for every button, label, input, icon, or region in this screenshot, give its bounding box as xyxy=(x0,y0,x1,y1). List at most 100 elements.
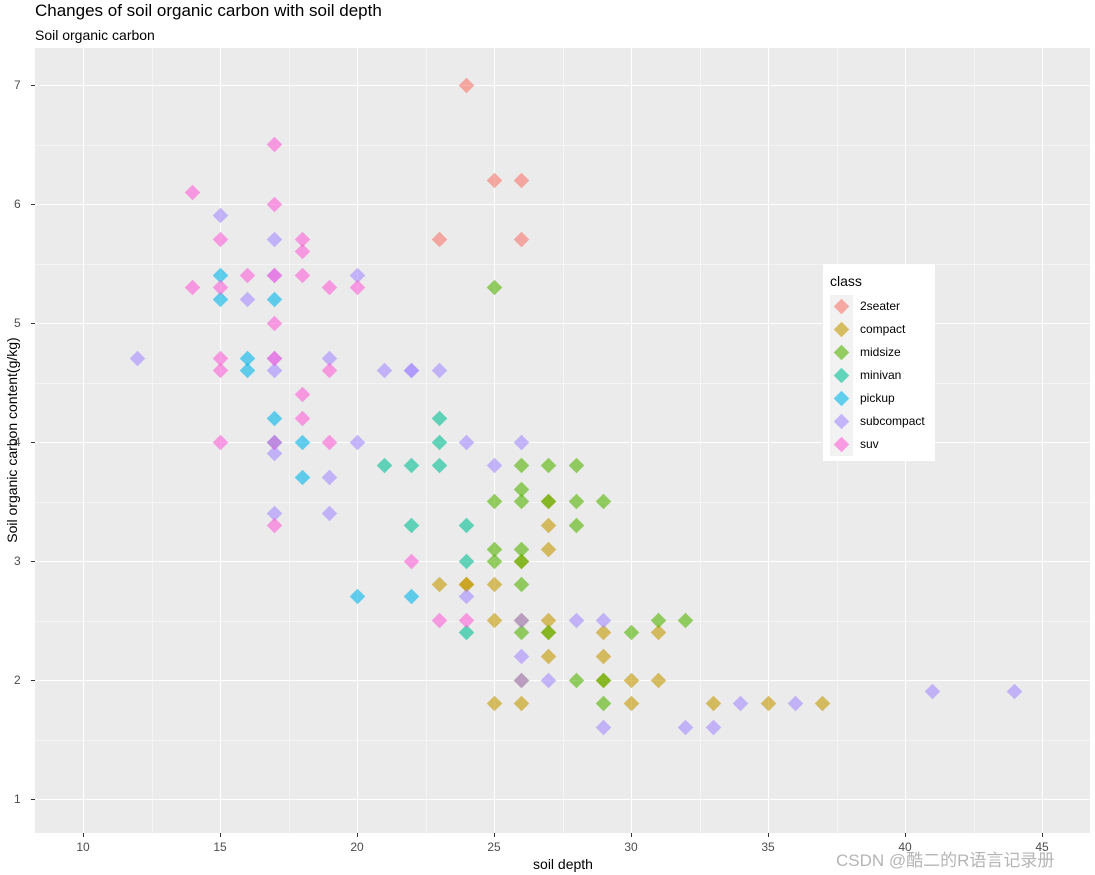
x-major-gridline xyxy=(1042,48,1043,833)
data-point-suv xyxy=(184,184,201,200)
x-tick-label: 45 xyxy=(1035,840,1049,854)
y-minor-gridline xyxy=(35,620,1090,622)
x-minor-gridline xyxy=(973,48,975,833)
data-point-midsize xyxy=(541,624,557,641)
y-tick-label: 7 xyxy=(14,78,21,92)
y-minor-gridline xyxy=(35,739,1090,741)
x-tick-label: 15 xyxy=(213,840,227,854)
y-tick xyxy=(31,204,35,205)
data-point-pickup xyxy=(294,469,310,486)
data-point-compact xyxy=(595,648,612,664)
y-minor-gridline xyxy=(35,263,1090,265)
data-point-pickup xyxy=(267,410,283,426)
data-point-2seater xyxy=(431,231,447,248)
y-tick xyxy=(31,442,35,443)
data-point-suv xyxy=(431,612,447,629)
chart-title: Changes of soil organic carbon with soil… xyxy=(35,1,382,20)
data-point-compact xyxy=(541,648,557,664)
data-point-subcompact xyxy=(1006,684,1023,700)
data-point-subcompact xyxy=(239,291,256,307)
x-tick xyxy=(494,833,495,837)
data-point-subcompact xyxy=(513,648,530,664)
x-tick xyxy=(905,833,906,837)
y-tick-label: 3 xyxy=(14,554,21,568)
x-axis-title: soil depth xyxy=(533,856,593,872)
data-point-compact xyxy=(431,577,447,593)
x-minor-gridline xyxy=(562,48,564,833)
data-point-suv xyxy=(294,410,310,426)
data-point-minivan xyxy=(404,517,420,534)
data-point-subcompact xyxy=(458,588,475,605)
data-point-subcompact xyxy=(458,434,475,450)
y-minor-gridline xyxy=(35,144,1090,146)
data-point-midsize xyxy=(678,612,694,629)
data-point-suv xyxy=(294,267,310,284)
diamond-icon xyxy=(833,436,850,453)
x-minor-gridline xyxy=(699,48,701,833)
data-point-subcompact xyxy=(267,231,283,248)
data-point-midsize xyxy=(513,577,530,593)
data-point-pickup xyxy=(267,291,283,307)
data-point-suv xyxy=(404,553,420,569)
legend-key-pickup xyxy=(830,387,853,410)
data-point-subcompact xyxy=(787,696,804,712)
data-point-2seater xyxy=(513,231,530,248)
y-major-gridline xyxy=(35,204,1090,205)
legend-label: compact xyxy=(860,322,906,336)
y-tick-label: 4 xyxy=(14,435,21,449)
data-point-suv xyxy=(212,231,228,248)
legend-label: minivan xyxy=(860,368,902,382)
y-tick-label: 6 xyxy=(14,197,21,211)
data-point-midsize xyxy=(568,458,584,474)
data-point-minivan xyxy=(458,553,475,569)
diamond-icon xyxy=(833,390,850,407)
data-point-pickup xyxy=(239,362,256,379)
data-point-suv xyxy=(267,434,283,450)
diamond-icon xyxy=(833,298,850,315)
data-point-subcompact xyxy=(541,672,557,688)
x-tick xyxy=(768,833,769,837)
data-point-suv xyxy=(239,267,256,284)
data-point-suv xyxy=(212,434,228,450)
x-tick-label: 20 xyxy=(350,840,364,854)
data-point-suv xyxy=(294,243,310,260)
y-tick xyxy=(31,799,35,800)
data-point-midsize xyxy=(568,517,584,534)
x-tick-label: 35 xyxy=(761,840,775,854)
y-tick-label: 1 xyxy=(14,792,21,806)
data-point-subcompact xyxy=(130,350,146,367)
data-point-subcompact xyxy=(376,362,393,379)
y-tick-label: 5 xyxy=(14,316,21,330)
data-point-minivan xyxy=(431,458,447,474)
y-minor-gridline xyxy=(35,501,1090,503)
watermark: CSDN @酷二的R语言记录册 xyxy=(836,851,1055,870)
legend-key-subcompact xyxy=(830,410,853,433)
x-major-gridline xyxy=(83,48,84,833)
data-point-midsize xyxy=(568,672,584,688)
data-point-suv xyxy=(267,136,283,153)
data-point-compact xyxy=(815,696,831,712)
legend-key-suv xyxy=(830,433,853,456)
data-point-suv xyxy=(458,612,475,629)
data-point-suv xyxy=(321,434,338,450)
x-minor-gridline xyxy=(425,48,427,833)
data-point-compact xyxy=(486,577,502,593)
y-major-gridline xyxy=(35,799,1090,800)
diamond-icon xyxy=(833,344,850,361)
legend-label: pickup xyxy=(860,391,895,405)
data-point-2seater xyxy=(513,172,530,188)
data-point-suv xyxy=(267,350,283,367)
y-tick xyxy=(31,561,35,562)
data-point-subcompact xyxy=(732,696,749,712)
legend-key-compact xyxy=(830,318,853,341)
y-major-gridline xyxy=(35,442,1090,443)
data-point-midsize xyxy=(513,493,530,510)
chart-subtitle: Soil organic carbon xyxy=(35,27,155,43)
data-point-subcompact xyxy=(212,208,228,224)
data-point-subcompact xyxy=(513,434,530,450)
x-tick-label: 25 xyxy=(487,840,501,854)
data-point-compact xyxy=(623,696,639,712)
data-point-midsize xyxy=(650,612,667,629)
x-tick-label: 30 xyxy=(624,840,638,854)
y-axis-title: Soil organic carbon content(g/kg) xyxy=(4,337,20,543)
